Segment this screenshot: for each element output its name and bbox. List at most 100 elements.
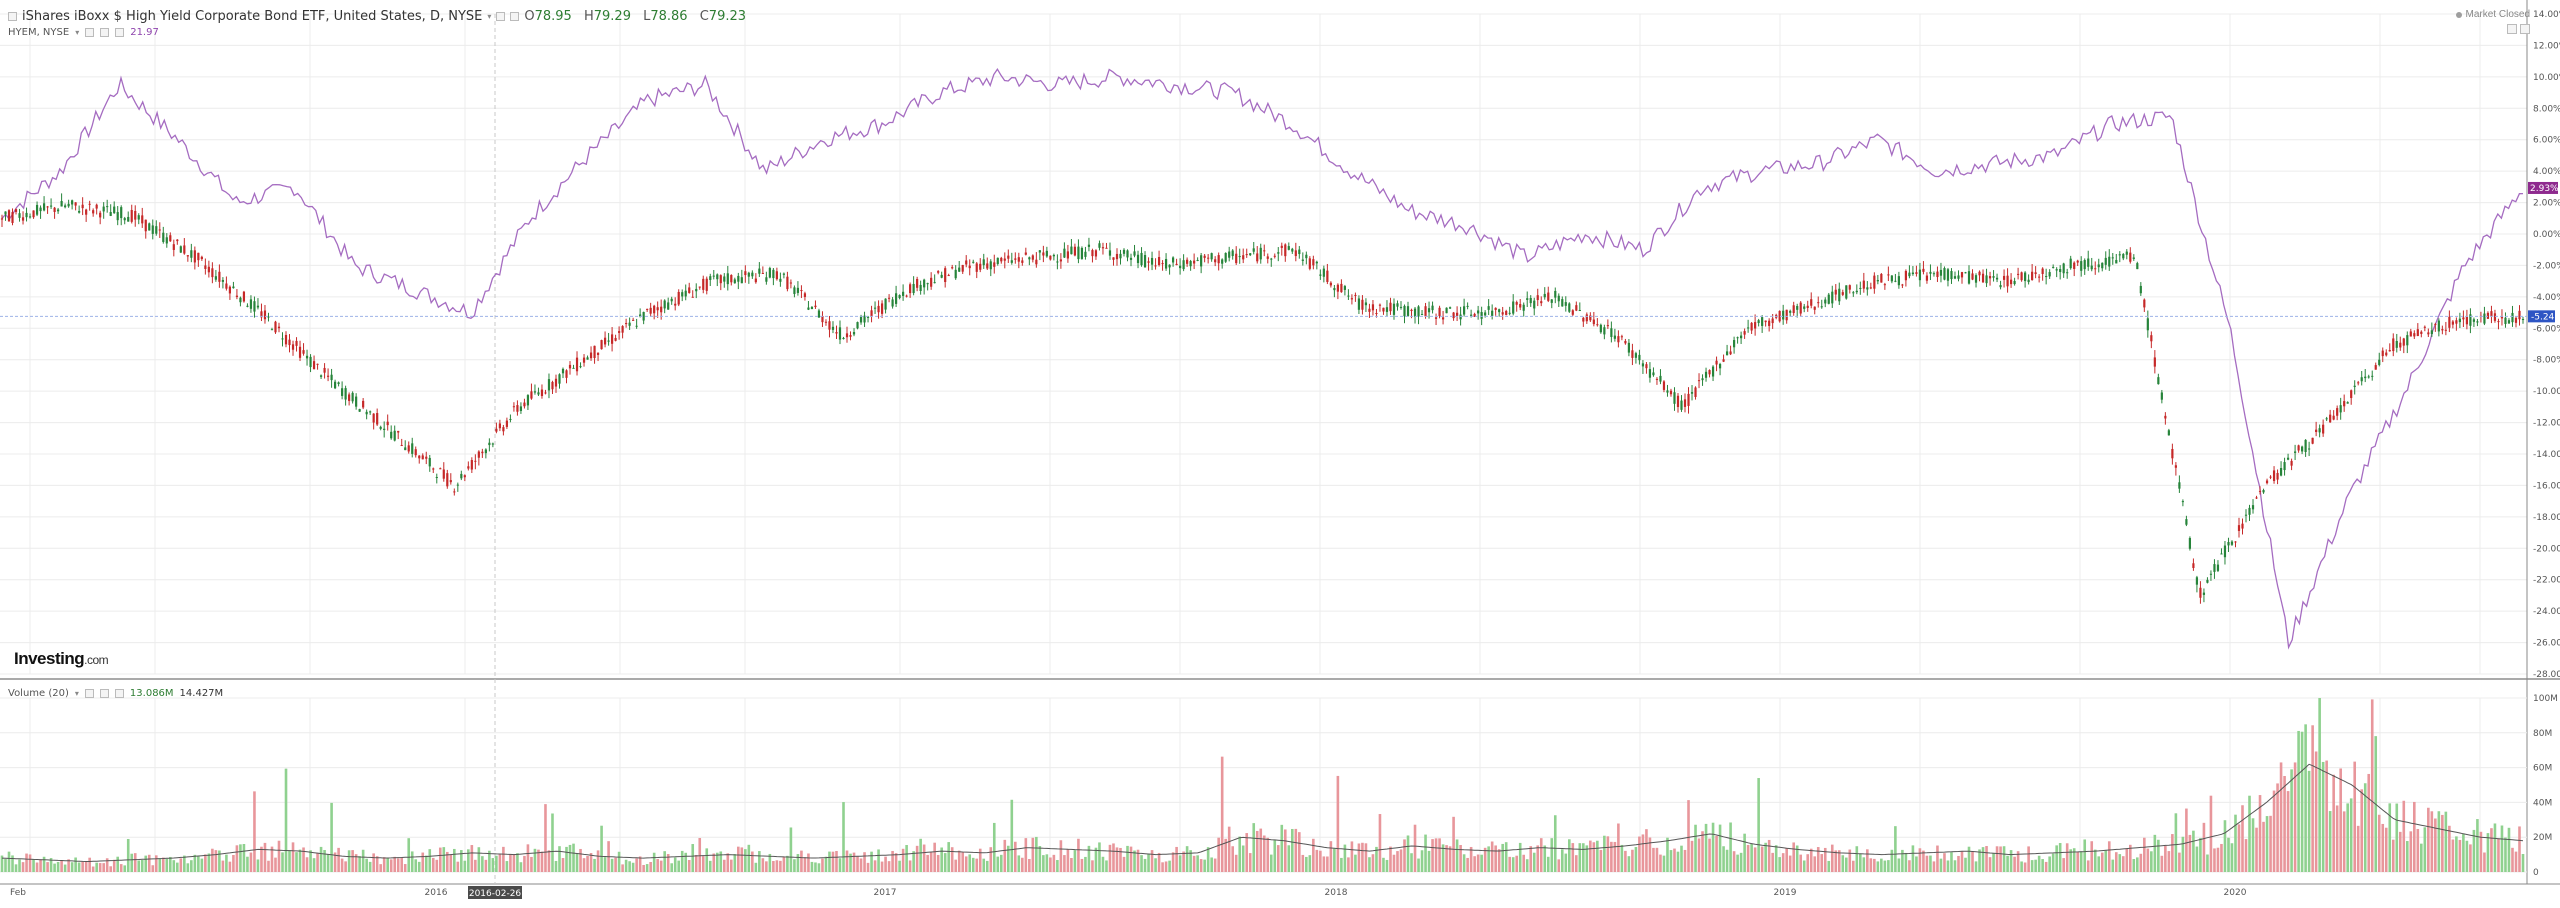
candle-body [1347, 295, 1350, 297]
volume-bar [305, 857, 309, 872]
volume-bar [523, 855, 526, 872]
volume-bar [260, 846, 263, 872]
volume-bar [1385, 859, 1389, 872]
compare-symbol: HYEM, NYSE [8, 27, 70, 38]
candle [1813, 306, 1816, 315]
candle [432, 467, 435, 474]
candle [2332, 410, 2335, 421]
volume-bar [228, 861, 232, 872]
candle-body [2087, 258, 2090, 267]
volume-bar [1469, 846, 1473, 872]
close-icon[interactable] [115, 28, 125, 37]
candle-body [758, 268, 761, 274]
candle-body [2434, 324, 2437, 326]
candle [1890, 275, 1893, 284]
candle [1676, 393, 1680, 413]
volume-bar [214, 850, 218, 872]
volume-bar [1129, 846, 1133, 872]
candle-body [1501, 312, 1504, 315]
candle [1045, 246, 1048, 258]
candle [1150, 251, 1154, 271]
candle [1964, 271, 1967, 274]
volume-bar [372, 853, 375, 872]
candle-body [1038, 250, 1041, 253]
volume-bar [2244, 839, 2248, 872]
volume-bar [1476, 854, 1480, 872]
volume-bar [2370, 699, 2374, 872]
volume-bar [1459, 845, 1462, 872]
candle [2164, 412, 2167, 425]
volume-bar [530, 856, 533, 872]
candle-body [2262, 490, 2265, 493]
candle-body [1252, 248, 1255, 252]
volume-bar [1213, 858, 1217, 872]
candle [183, 238, 186, 255]
volume-bar [1887, 860, 1890, 872]
candle [2413, 330, 2416, 339]
close-icon[interactable] [114, 689, 124, 698]
volume-bar [2279, 762, 2283, 872]
candle [2265, 478, 2269, 485]
volume-bar [558, 846, 561, 872]
candle-body [2458, 318, 2461, 323]
candle [2500, 309, 2504, 326]
candle [1336, 283, 1339, 300]
collapse-icon[interactable] [8, 12, 17, 21]
candle-body [1761, 317, 1764, 326]
candle [158, 222, 161, 238]
hide-icon[interactable] [99, 689, 109, 698]
settings-icon[interactable] [84, 689, 94, 698]
candle-body [779, 278, 782, 282]
minimize-icon[interactable] [2520, 24, 2530, 34]
volume-bar [768, 853, 772, 872]
candle [600, 339, 603, 350]
candle-body [2504, 317, 2507, 324]
settings-icon[interactable] [496, 12, 506, 21]
volume-bar [852, 852, 856, 872]
volume-bar [877, 849, 880, 872]
candle-body [800, 290, 803, 292]
volume-bar [1361, 842, 1364, 872]
volume-bar [481, 856, 484, 872]
volume-bar [1269, 854, 1273, 872]
candle [1164, 253, 1168, 271]
chevron-down-icon[interactable]: ▾ [487, 12, 492, 21]
candle [2076, 259, 2079, 266]
volume-bar [2058, 843, 2062, 872]
hide-icon[interactable] [510, 12, 520, 21]
candle [1094, 249, 1098, 260]
hide-icon[interactable] [100, 28, 110, 37]
candle-body [1098, 243, 1101, 248]
candle-body [1259, 247, 1262, 260]
volume-bar [1567, 839, 1571, 872]
candle-body [1473, 313, 1476, 317]
volume-bar [431, 857, 435, 872]
candle-body [1452, 312, 1455, 319]
candle-body [1291, 248, 1294, 252]
candle [1235, 246, 1238, 265]
volume-bar [1943, 853, 1946, 872]
candle-body [446, 473, 449, 487]
volume-bar [870, 851, 873, 872]
candle [1796, 303, 1799, 318]
candle-body [1803, 306, 1806, 309]
volume-bar [281, 852, 284, 872]
volume-bar [575, 853, 579, 872]
candle [1487, 299, 1490, 315]
maximize-icon[interactable] [2507, 24, 2517, 34]
volume-bar [1350, 841, 1354, 872]
candle [1792, 301, 1795, 316]
candle-body [526, 395, 530, 406]
volume-bar [2493, 823, 2497, 872]
volume-bar [1234, 854, 1238, 872]
candle-body [772, 269, 775, 279]
candle [488, 438, 491, 452]
settings-icon[interactable] [85, 28, 95, 37]
candle [674, 297, 677, 311]
chevron-down-icon[interactable]: ▾ [75, 28, 80, 37]
chevron-down-icon[interactable]: ▾ [74, 689, 79, 698]
candle [1277, 247, 1280, 262]
volume-bar [77, 862, 81, 872]
